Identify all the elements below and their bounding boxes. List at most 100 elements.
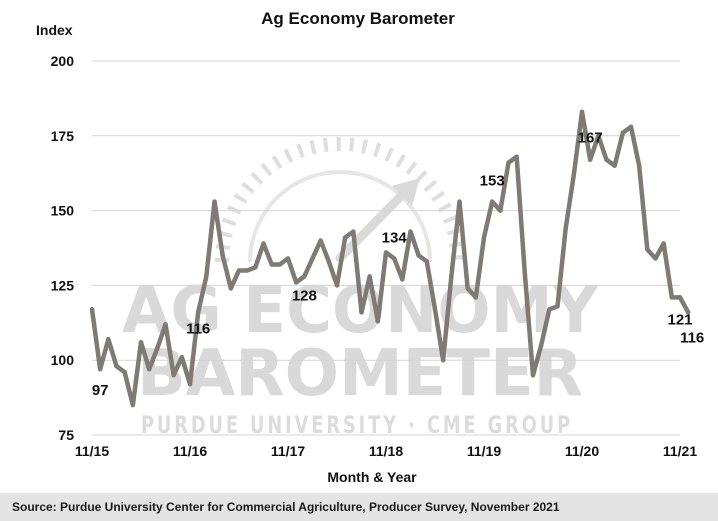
- data-point: [645, 247, 650, 252]
- data-point: [620, 130, 626, 136]
- data-label: 153: [480, 173, 505, 190]
- gridlines: [92, 60, 680, 436]
- data-point: [253, 265, 258, 270]
- y-tick-label: 175: [51, 128, 75, 144]
- data-point: [244, 268, 250, 273]
- data-point: [383, 250, 389, 255]
- data-point: [661, 241, 666, 246]
- source-bar: Source: Purdue University Center for Com…: [0, 493, 718, 521]
- data-point: [106, 337, 111, 342]
- data-point: [310, 256, 315, 261]
- y-tick-label: 150: [51, 203, 75, 219]
- data-point: [261, 241, 266, 246]
- y-tick-label: 200: [51, 53, 75, 69]
- data-point: [547, 307, 552, 312]
- data-point: [514, 154, 519, 159]
- data-point: [489, 199, 495, 204]
- data-label: 116: [186, 320, 210, 337]
- data-point: [571, 172, 577, 177]
- watermark-gauge-inner-arc: [248, 170, 432, 263]
- x-tick-label: 11/17: [271, 443, 305, 459]
- data-point: [97, 366, 103, 372]
- y-axis-title: Index: [36, 22, 73, 38]
- data-point: [555, 304, 560, 309]
- data-point: [171, 372, 176, 378]
- data-point: [604, 157, 609, 162]
- data-point: [269, 262, 274, 267]
- source-note: Source: Purdue University Center for Com…: [12, 500, 560, 514]
- data-label: 167: [578, 130, 603, 147]
- data-point: [220, 253, 225, 258]
- data-point: [636, 163, 642, 168]
- data-label: 134: [382, 229, 408, 246]
- data-point: [677, 295, 683, 300]
- data-point: [498, 208, 503, 213]
- data-point: [351, 229, 356, 234]
- data-point: [685, 310, 691, 315]
- series-layer: [89, 109, 691, 408]
- data-point: [522, 271, 528, 276]
- data-point: [138, 340, 144, 345]
- data-point: [195, 310, 201, 315]
- data-point: [228, 286, 234, 291]
- data-point: [236, 268, 242, 273]
- series-line: [89, 109, 691, 408]
- data-point: [146, 366, 152, 372]
- watermark-line3: PURDUE UNIVERSITY · CME GROUP: [141, 411, 573, 439]
- data-point: [342, 235, 348, 240]
- data-point: [122, 369, 127, 375]
- data-point: [481, 235, 487, 240]
- data-point: [89, 307, 95, 312]
- data-point: [416, 253, 421, 258]
- data-point: [212, 199, 217, 204]
- data-point: [473, 295, 479, 300]
- data-point: [285, 256, 291, 261]
- data-point: [596, 133, 601, 138]
- data-point: [114, 363, 119, 369]
- data-point: [440, 358, 446, 363]
- y-tick-label: 125: [51, 277, 75, 293]
- data-point: [293, 280, 299, 285]
- data-point: [424, 259, 430, 264]
- data-point: [391, 256, 397, 261]
- data-point: [334, 283, 340, 288]
- chart-title: Ag Economy Barometer: [261, 9, 455, 28]
- data-point: [367, 274, 372, 279]
- x-tick-label: 11/15: [75, 443, 109, 459]
- data-point: [163, 322, 168, 327]
- x-axis-title: Month & Year: [327, 469, 417, 485]
- x-tick-label: 11/21: [663, 443, 697, 459]
- data-point: [204, 274, 209, 279]
- data-label: 128: [292, 287, 317, 304]
- data-point: [538, 343, 544, 348]
- data-point: [669, 295, 675, 300]
- data-point: [400, 277, 405, 282]
- data-point: [579, 109, 585, 115]
- data-point: [628, 124, 634, 130]
- data-point: [179, 355, 185, 360]
- data-point: [465, 286, 470, 291]
- data-point: [130, 402, 136, 408]
- data-point: [187, 381, 193, 387]
- data-point: [375, 319, 381, 324]
- data-point: [326, 259, 332, 264]
- x-axis-ticks: 11/15 11/16 11/17 11/18 11/19 11/20 11/21: [75, 443, 697, 459]
- data-point: [457, 199, 462, 204]
- data-point: [653, 256, 658, 261]
- y-tick-label: 75: [58, 427, 74, 443]
- data-label: 121: [667, 311, 692, 328]
- data-point: [277, 262, 283, 267]
- x-tick-label: 11/20: [565, 443, 599, 459]
- data-point: [432, 307, 438, 312]
- y-axis-ticks: 75 100 125 150 175 200: [51, 53, 75, 443]
- data-point: [563, 226, 568, 231]
- data-label: 97: [92, 382, 109, 399]
- data-label: 116: [680, 329, 704, 346]
- watermark-gauge-needle: [335, 187, 410, 263]
- data-point: [449, 274, 454, 279]
- data-point: [587, 157, 593, 162]
- x-tick-label: 11/19: [467, 443, 501, 459]
- x-tick-label: 11/16: [173, 443, 207, 459]
